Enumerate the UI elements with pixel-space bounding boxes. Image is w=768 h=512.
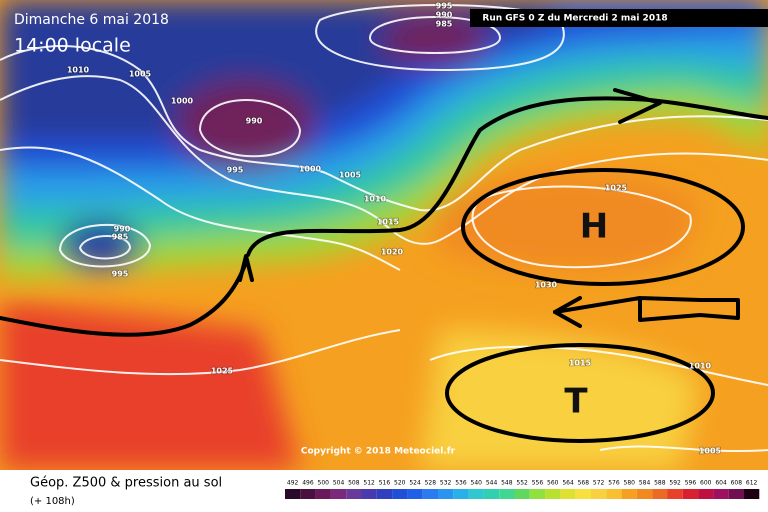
legend-label: 544 xyxy=(486,480,498,487)
isobar-label: 990 xyxy=(114,225,131,234)
legend-label: 552 xyxy=(516,480,528,487)
legend-swatch xyxy=(529,489,546,499)
legend-swatch xyxy=(744,489,760,499)
legend-label: 600 xyxy=(700,480,712,487)
legend-swatch xyxy=(560,489,576,499)
legend-swatch xyxy=(713,489,729,499)
legend-label: 540 xyxy=(471,480,483,487)
legend-label: 612 xyxy=(746,480,758,487)
isobar-label: 1030 xyxy=(535,281,558,290)
isobar-label: 1005 xyxy=(339,171,362,180)
legend-swatch xyxy=(300,489,316,499)
thermal-low-marker: T xyxy=(564,382,588,422)
isobar-label: 1015 xyxy=(377,218,400,227)
isobar-label: 1010 xyxy=(67,66,90,75)
legend-swatch xyxy=(438,489,454,499)
legend-label: 604 xyxy=(715,480,727,487)
legend-label: 584 xyxy=(639,480,651,487)
isobar-label: 1010 xyxy=(689,362,712,371)
legend-label: 592 xyxy=(669,480,681,487)
legend-label: 568 xyxy=(578,480,590,487)
legend-label: 580 xyxy=(624,480,636,487)
isobar-label: 990 xyxy=(246,117,263,126)
footer-title: Géop. Z500 & pression au sol xyxy=(30,476,222,491)
legend-swatch xyxy=(698,489,714,499)
isobar-label: 985 xyxy=(436,20,453,29)
legend-label: 576 xyxy=(608,480,620,487)
legend-swatch xyxy=(728,489,744,499)
legend-label: 520 xyxy=(394,480,406,487)
legend-label: 504 xyxy=(333,480,345,487)
isobar-label: 1005 xyxy=(699,447,722,456)
legend-label: 528 xyxy=(425,480,437,487)
legend-label: 596 xyxy=(685,480,697,487)
legend-label: 492 xyxy=(287,480,299,487)
legend-swatch xyxy=(591,489,607,499)
legend-label: 516 xyxy=(379,480,391,487)
legend-swatch xyxy=(682,489,699,499)
isobar-label: 1010 xyxy=(364,195,387,204)
legend-swatch xyxy=(468,489,484,499)
legend-label: 572 xyxy=(593,480,605,487)
legend-label: 496 xyxy=(302,480,314,487)
legend-label: 536 xyxy=(455,480,467,487)
legend-label: 556 xyxy=(532,480,544,487)
legend-label: 564 xyxy=(562,480,574,487)
forecast-time: 14:00 locale xyxy=(14,35,131,57)
legend-swatch xyxy=(330,489,347,499)
legend-swatch xyxy=(376,489,393,499)
legend-swatch xyxy=(483,489,500,499)
legend-swatch xyxy=(499,489,515,499)
legend-swatch xyxy=(453,489,469,499)
legend-swatch xyxy=(392,489,408,499)
isobar-label: 995 xyxy=(227,166,244,175)
isobar-label: 1025 xyxy=(605,184,628,193)
legend-swatch xyxy=(545,489,561,499)
copyright: Copyright © 2018 Meteociel.fr xyxy=(301,447,456,457)
legend-label: 560 xyxy=(547,480,559,487)
fronts xyxy=(0,88,768,443)
legend-swatch xyxy=(636,489,653,499)
isobar-label: 995 xyxy=(112,270,129,279)
isobar-label: 995 xyxy=(436,2,453,11)
forecast-date: Dimanche 6 mai 2018 xyxy=(14,12,169,28)
isobar-label: 1025 xyxy=(211,367,234,376)
legend-swatch xyxy=(315,489,331,499)
legend-swatch xyxy=(407,489,423,499)
legend-label: 524 xyxy=(409,480,421,487)
isobar-label: 1005 xyxy=(129,70,152,79)
legend-label: 512 xyxy=(363,480,375,487)
isobar-label: 990 xyxy=(436,11,453,20)
legend-label: 608 xyxy=(731,480,743,487)
legend-swatch xyxy=(575,489,591,499)
legend-swatch xyxy=(652,489,668,499)
legend-swatch xyxy=(621,489,637,499)
legend-swatch xyxy=(422,489,438,499)
legend-label: 508 xyxy=(348,480,360,487)
legend-swatch xyxy=(346,489,362,499)
legend-swatch xyxy=(667,489,683,499)
legend-label: 500 xyxy=(318,480,330,487)
legend-label: 588 xyxy=(654,480,666,487)
isobar-label: 1000 xyxy=(171,97,194,106)
legend-label: 532 xyxy=(440,480,452,487)
isobar-label: 1020 xyxy=(381,248,404,257)
legend-swatch xyxy=(361,489,377,499)
isobar-label: 985 xyxy=(112,233,129,242)
high-pressure-marker: H xyxy=(580,207,608,247)
footer-subtitle: (+ 108h) xyxy=(30,496,75,507)
legend-swatch xyxy=(285,489,301,499)
run-banner xyxy=(470,9,768,27)
legend-swatch xyxy=(514,489,530,499)
isobars xyxy=(0,4,768,453)
legend-label: 548 xyxy=(501,480,513,487)
legend-swatch xyxy=(606,489,622,499)
legend: 492 496 500 504 508 512 516 520 524 528 532 536 540 5… xyxy=(285,480,760,499)
isobar-label: 1000 xyxy=(299,165,322,174)
run-info: Run GFS 0 Z du Mercredi 2 mai 2018 xyxy=(482,14,667,24)
isobar-label: 1015 xyxy=(569,359,592,368)
